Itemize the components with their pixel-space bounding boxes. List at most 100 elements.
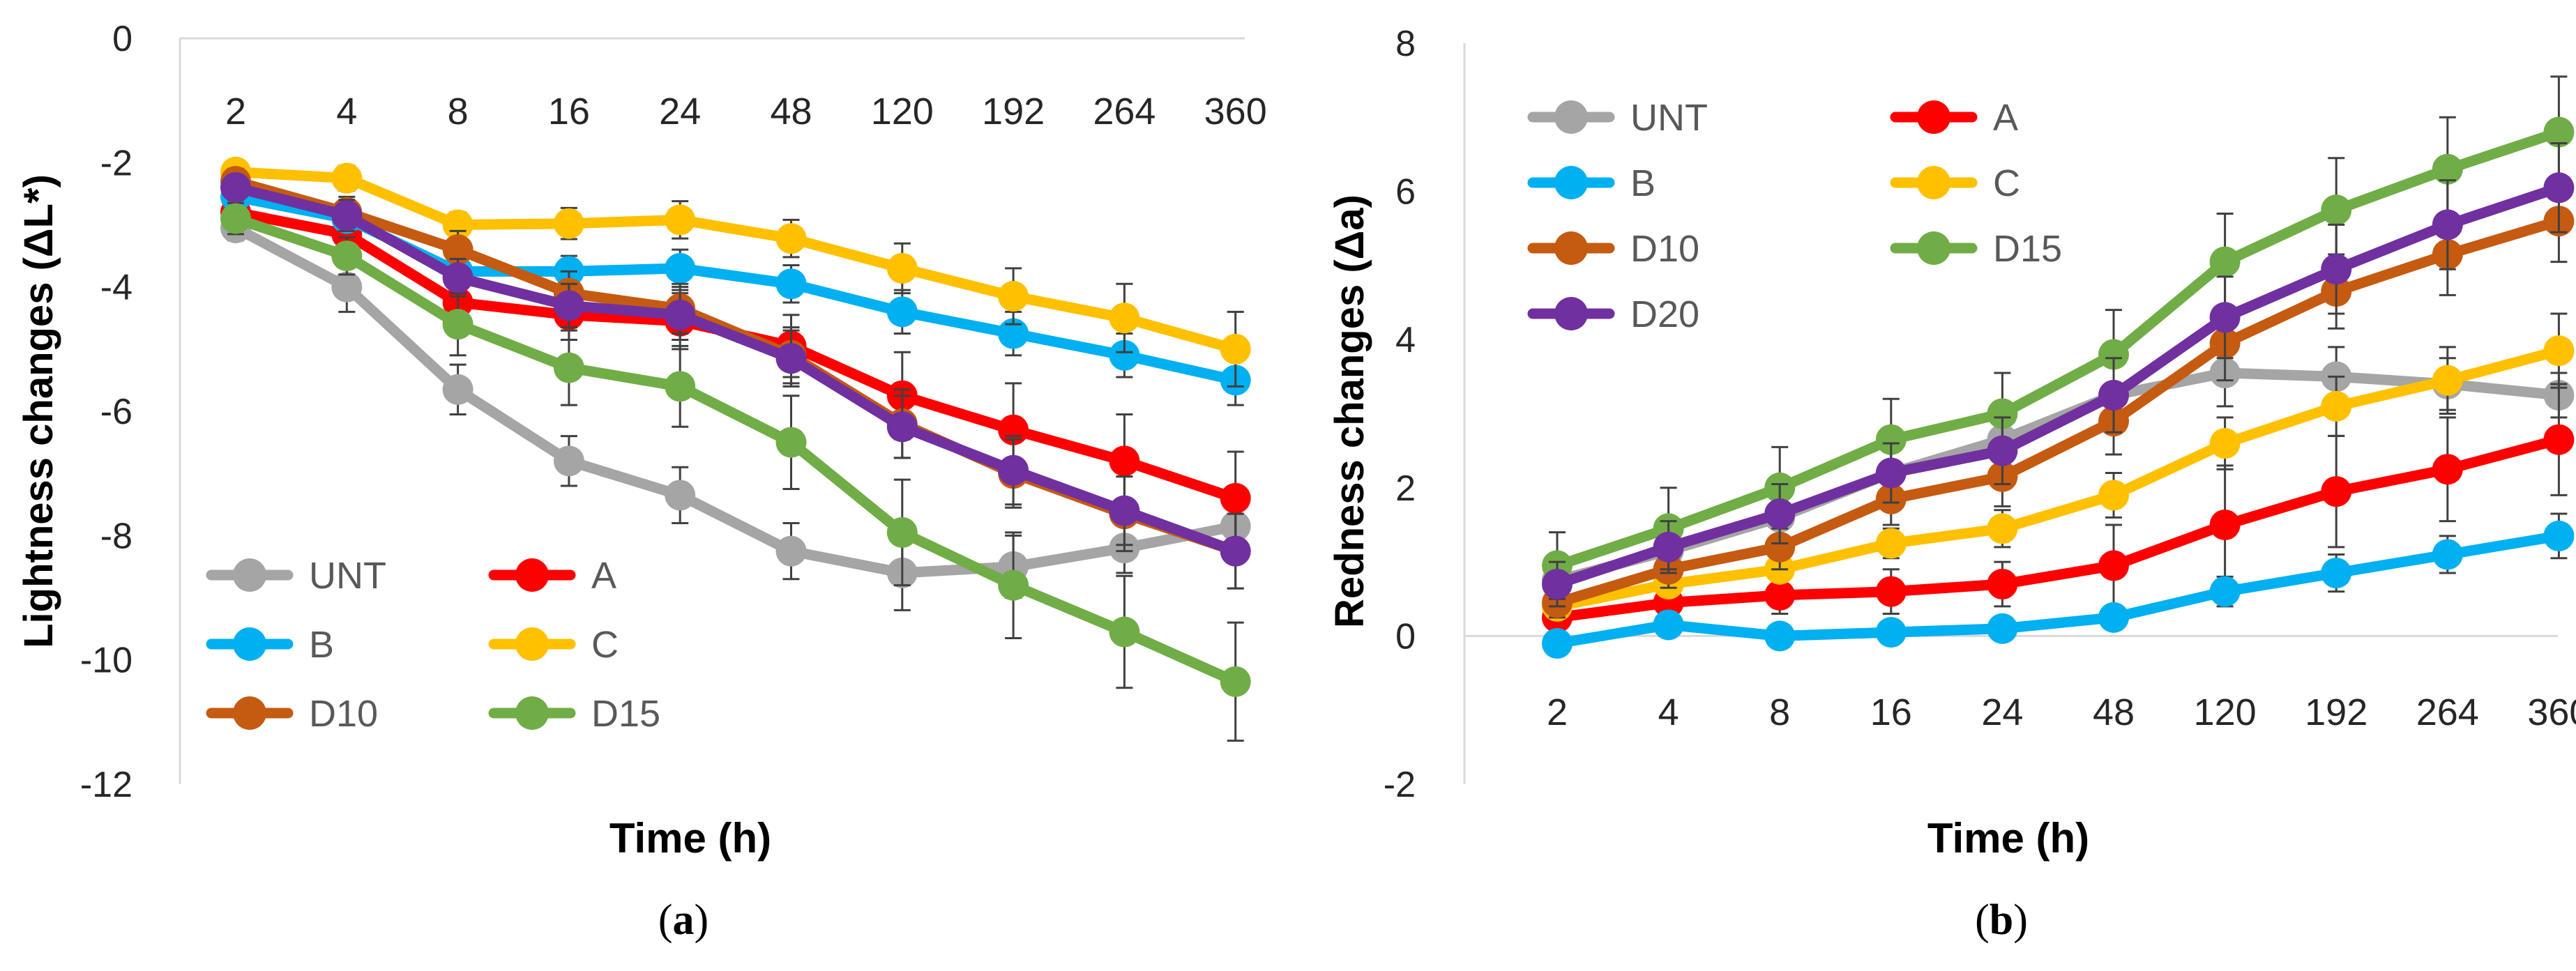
data-point bbox=[442, 309, 473, 340]
legend-label: D15 bbox=[1993, 228, 2062, 270]
legend-item-a: A bbox=[488, 555, 616, 597]
panel-label-letter: a bbox=[673, 896, 695, 944]
y-axis-title: Lightness changes (ΔL*) bbox=[16, 174, 61, 648]
data-point bbox=[998, 454, 1029, 486]
legend-swatch-marker bbox=[1554, 297, 1588, 330]
y-tick-label: 4 bbox=[1395, 320, 1416, 360]
x-tick-label: 16 bbox=[1870, 691, 1912, 733]
legend-item-a: A bbox=[1890, 97, 2018, 139]
data-point bbox=[442, 234, 473, 266]
panel-label: (a) bbox=[658, 896, 709, 944]
series-d20 bbox=[220, 172, 1251, 590]
legend-label: D10 bbox=[1630, 228, 1699, 270]
legend-label: D20 bbox=[1630, 293, 1699, 335]
data-point bbox=[2209, 509, 2241, 540]
x-tick-label: 264 bbox=[2416, 691, 2479, 733]
x-tick-label: 48 bbox=[770, 91, 812, 132]
data-point bbox=[2098, 550, 2129, 581]
series-line bbox=[1552, 345, 2564, 612]
x-tick-label: 192 bbox=[982, 91, 1045, 132]
y-tick-label: -8 bbox=[100, 516, 132, 556]
legend-label: C bbox=[591, 624, 619, 666]
legend-item-d15: D15 bbox=[488, 693, 660, 735]
series-a bbox=[220, 197, 1251, 546]
data-point bbox=[1109, 445, 1140, 477]
data-point bbox=[2098, 602, 2129, 633]
x-tick-label: 48 bbox=[2093, 691, 2135, 733]
data-point bbox=[2098, 480, 2129, 511]
data-point bbox=[1875, 576, 1907, 607]
data-point bbox=[553, 208, 584, 239]
data-point bbox=[2209, 576, 2241, 607]
y-tick-label: -4 bbox=[100, 268, 132, 308]
data-point bbox=[1220, 482, 1251, 514]
series-line bbox=[230, 222, 1241, 579]
data-point bbox=[1109, 616, 1140, 648]
legend-item-b: B bbox=[206, 624, 334, 666]
series-b bbox=[1542, 512, 2575, 659]
data-point bbox=[1764, 498, 1796, 530]
x-tick-label: 2 bbox=[225, 91, 246, 132]
data-point bbox=[998, 569, 1029, 601]
legend-label: D10 bbox=[309, 693, 378, 735]
data-point bbox=[775, 268, 807, 300]
data-point bbox=[1875, 528, 1907, 559]
y-tick-label: 6 bbox=[1395, 172, 1416, 213]
legend-label: B bbox=[1630, 162, 1656, 204]
legend-item-c: C bbox=[488, 624, 619, 666]
legend-label: C bbox=[1993, 162, 2020, 204]
y-tick-label: -10 bbox=[80, 641, 132, 681]
data-point bbox=[220, 172, 251, 203]
legend-item-d10: D10 bbox=[1527, 228, 1699, 270]
y-tick-label: 2 bbox=[1395, 468, 1416, 509]
legend-swatch-marker bbox=[1917, 166, 1950, 199]
data-point bbox=[2543, 335, 2575, 367]
data-point bbox=[665, 299, 696, 330]
series-line bbox=[1552, 530, 2564, 649]
x-tick-label: 360 bbox=[2527, 691, 2576, 733]
series-line bbox=[230, 167, 1241, 355]
series-d15 bbox=[1542, 75, 2575, 600]
data-point bbox=[553, 445, 584, 477]
data-point bbox=[553, 290, 584, 321]
data-point bbox=[2209, 302, 2241, 333]
x-axis-title: Time (h) bbox=[609, 815, 771, 862]
data-point bbox=[2432, 539, 2463, 570]
x-tick-label: 264 bbox=[1093, 91, 1156, 132]
x-tick-label: 24 bbox=[659, 91, 701, 132]
series-d15 bbox=[220, 201, 1251, 742]
data-point bbox=[2543, 116, 2575, 148]
panel-label-paren-close: ) bbox=[695, 896, 709, 944]
data-point bbox=[1987, 513, 2018, 544]
data-point bbox=[2321, 254, 2352, 285]
legend-swatch-marker bbox=[233, 696, 266, 730]
data-point bbox=[442, 209, 473, 240]
legend-swatch-marker bbox=[1917, 100, 1950, 134]
x-tick-label: 24 bbox=[1981, 691, 2023, 733]
x-tick-label: 4 bbox=[336, 91, 357, 132]
series-line bbox=[230, 213, 1241, 687]
data-point bbox=[2543, 520, 2575, 551]
legend-item-d10: D10 bbox=[206, 693, 378, 735]
data-point bbox=[1653, 531, 1684, 563]
legend-swatch-marker bbox=[1554, 100, 1588, 134]
data-point bbox=[553, 352, 584, 383]
legend-item-unt: UNT bbox=[1527, 97, 1708, 139]
legend-swatch-marker bbox=[515, 558, 549, 592]
data-point bbox=[998, 281, 1029, 312]
panel-label-letter: b bbox=[1990, 896, 2013, 944]
legend-swatch-marker bbox=[515, 696, 549, 730]
legend: UNT A B C D10 D15 bbox=[206, 555, 660, 735]
data-point bbox=[1220, 666, 1251, 697]
data-point bbox=[665, 204, 696, 236]
data-point bbox=[1987, 613, 2018, 644]
data-point bbox=[2543, 172, 2575, 204]
data-point bbox=[1875, 424, 1907, 455]
x-tick-label: 192 bbox=[2305, 691, 2367, 733]
legend-item-d20: D20 bbox=[1527, 293, 1699, 335]
data-point bbox=[665, 480, 696, 511]
data-point bbox=[1764, 531, 1796, 563]
data-point bbox=[1764, 579, 1796, 611]
y-tick-label: 0 bbox=[112, 19, 132, 59]
